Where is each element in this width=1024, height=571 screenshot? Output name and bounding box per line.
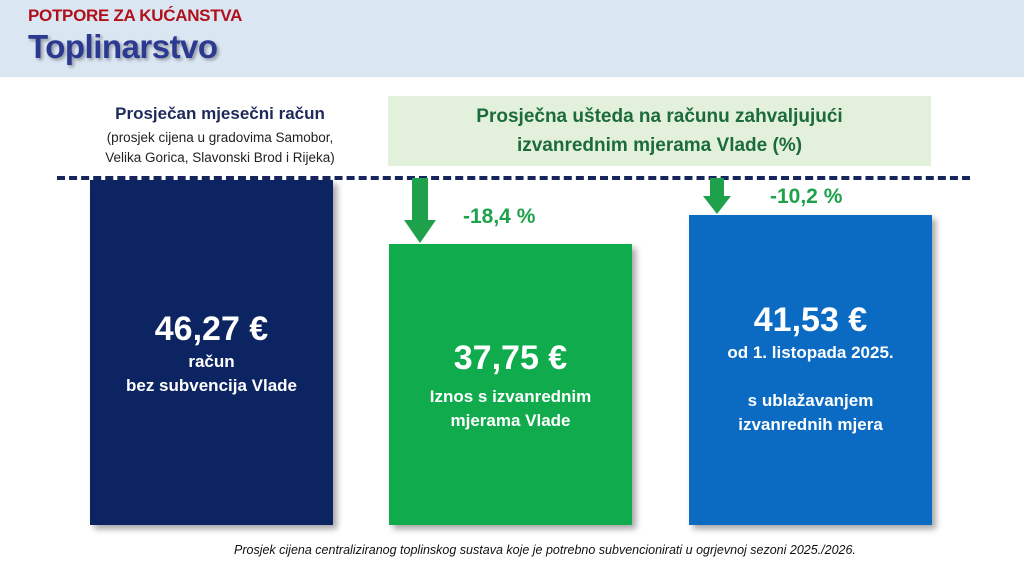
savings-legend-line2: izvanrednim mjerama Vlade (%) bbox=[516, 135, 803, 156]
bar-without-subsidy: 46,27 € račun bez subvencija Vlade bbox=[90, 180, 333, 525]
down-arrow-icon bbox=[703, 178, 731, 214]
bar-amount: 37,75 € bbox=[453, 338, 568, 377]
bill-caption-sub: (prosjek cijena u gradovima Samobor, Vel… bbox=[60, 128, 380, 168]
bar-amount: 41,53 € bbox=[753, 301, 868, 339]
bar-desc-line3: izvanrednih mjera bbox=[738, 415, 883, 434]
bar-desc-line1: od 1. listopada 2025. bbox=[727, 343, 894, 362]
reference-dashed-line bbox=[57, 176, 970, 180]
bar-desc-line2: bez subvencija Vlade bbox=[125, 375, 297, 395]
header-band bbox=[0, 0, 1024, 77]
savings-legend-box: Prosječna ušteda na računu zahvaljujući … bbox=[388, 96, 931, 166]
bill-caption: Prosječan mjesečni račun (prosjek cijena… bbox=[60, 104, 380, 168]
bar-desc-line1: račun bbox=[188, 351, 235, 371]
bar-desc-line2: mjerama Vlade bbox=[450, 410, 571, 430]
savings-percent: -10,2 % bbox=[770, 185, 843, 208]
page-title: Toplinarstvo bbox=[28, 28, 218, 65]
bar-desc-line1: Iznos s izvanrednim bbox=[429, 386, 592, 406]
savings-percent: -18,4 % bbox=[463, 205, 536, 228]
bar-from-october: 41,53 € od 1. listopada 2025. s ublažava… bbox=[689, 215, 932, 525]
bill-caption-line2: Velika Gorica, Slavonski Brod i Rijeka) bbox=[105, 150, 335, 165]
bar-desc-line2: s ublažavanjem bbox=[747, 391, 874, 410]
bill-caption-title: Prosječan mjesečni račun bbox=[115, 104, 325, 123]
footnote: Prosjek cijena centraliziranog toplinsko… bbox=[234, 543, 856, 557]
down-arrow-icon bbox=[404, 178, 436, 243]
supertitle: POTPORE ZA KUĆANSTVA bbox=[28, 6, 243, 25]
savings-legend-line1: Prosječna ušteda na računu zahvaljujući bbox=[476, 106, 843, 127]
bill-caption-line1: (prosjek cijena u gradovima Samobor, bbox=[106, 130, 334, 145]
bar-amount: 46,27 € bbox=[154, 309, 269, 348]
bar-with-measures: 37,75 € Iznos s izvanrednim mjerama Vlad… bbox=[389, 244, 632, 525]
